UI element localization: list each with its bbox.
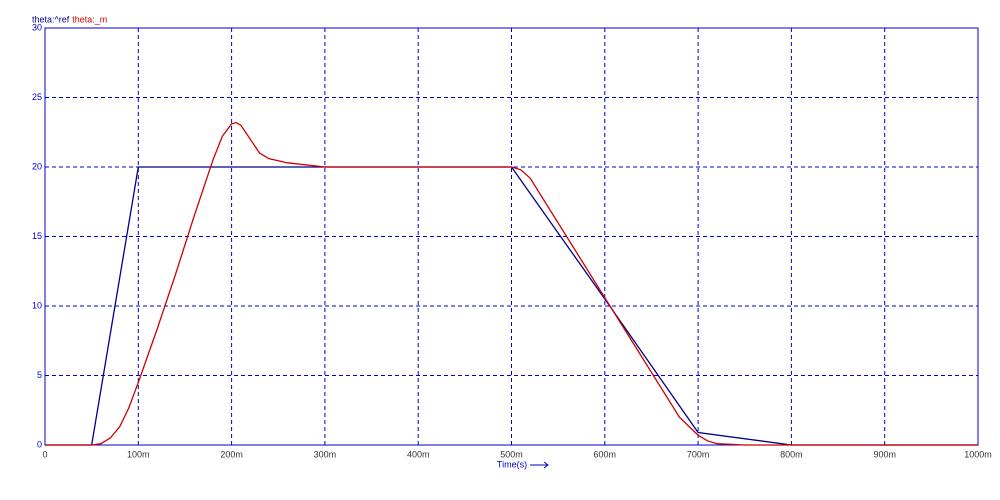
legend-entry: theta:^ref <box>32 14 70 24</box>
series-line <box>45 166 978 446</box>
x-tick-label: 1000m <box>964 449 992 459</box>
x-tick-label: 400m <box>407 449 430 459</box>
series-line <box>45 121 978 446</box>
y-tick-label: 0 <box>37 439 42 449</box>
y-tick-label: 25 <box>32 92 42 102</box>
x-tick-label: 800m <box>780 449 803 459</box>
x-tick-label: 0 <box>42 449 47 459</box>
y-tick-label: 10 <box>32 300 42 310</box>
y-tick-label: 30 <box>32 22 42 32</box>
y-tick-label: 5 <box>37 370 42 380</box>
x-tick-label: 100m <box>127 449 150 459</box>
x-tick-label: 600m <box>594 449 617 459</box>
x-tick-label: 200m <box>220 449 243 459</box>
x-axis-label: Time(s) <box>497 459 527 469</box>
axis-arrow-head <box>543 461 549 469</box>
legend-entry: theta:_m <box>72 14 107 24</box>
x-tick-label: 300m <box>314 449 337 459</box>
y-tick-label: 20 <box>32 161 42 171</box>
y-tick-label: 15 <box>32 231 42 241</box>
x-tick-label: 500m <box>500 449 523 459</box>
x-tick-label: 900m <box>873 449 896 459</box>
x-tick-label: 700m <box>687 449 710 459</box>
